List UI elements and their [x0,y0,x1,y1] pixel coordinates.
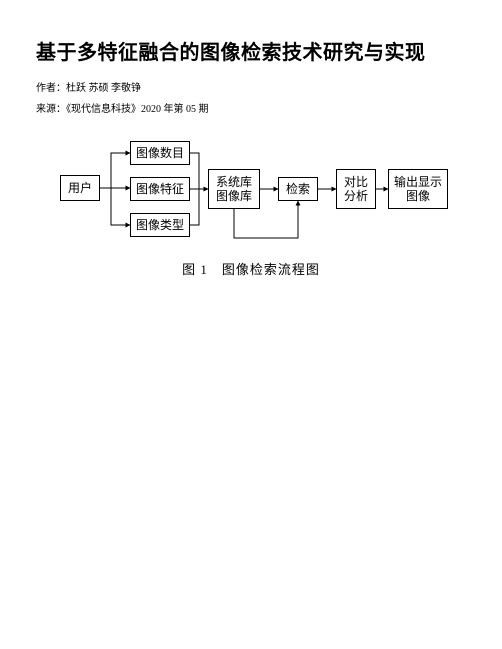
flow-edge [111,188,130,225]
page-title: 基于多特征融合的图像检索技术研究与实现 [36,36,466,65]
figure-caption: 图 1 图像检索流程图 [36,259,466,278]
flow-node-user: 用户 [60,175,100,201]
source-line: 来源：《现代信息科技》2020 年第 05 期 [36,100,466,115]
flow-node-output: 输出显示 图像 [388,169,448,209]
flow-edge [111,153,130,188]
authors-line: 作者：杜跃 苏硕 李敬铮 [36,79,466,94]
flow-node-count: 图像数目 [130,141,190,165]
flow-edge [190,153,199,189]
flow-node-type: 图像类型 [130,213,190,237]
document-page: 基于多特征融合的图像检索技术研究与实现 作者：杜跃 苏硕 李敬铮 来源：《现代信… [0,0,502,278]
figure-1: 用户 图像数目图像特征图像类型系统库 图像库检索对比 分析输出显示 图像 图 1 … [36,133,466,278]
flow-node-analyze: 对比 分析 [336,169,376,209]
flow-node-search: 检索 [278,177,318,201]
flow-node-feature: 图像特征 [130,177,190,201]
flowchart: 用户图像数目图像特征图像类型系统库 图像库检索对比 分析输出显示 图像 [56,133,436,253]
flow-edge [190,189,199,225]
flow-node-db: 系统库 图像库 [208,169,260,209]
